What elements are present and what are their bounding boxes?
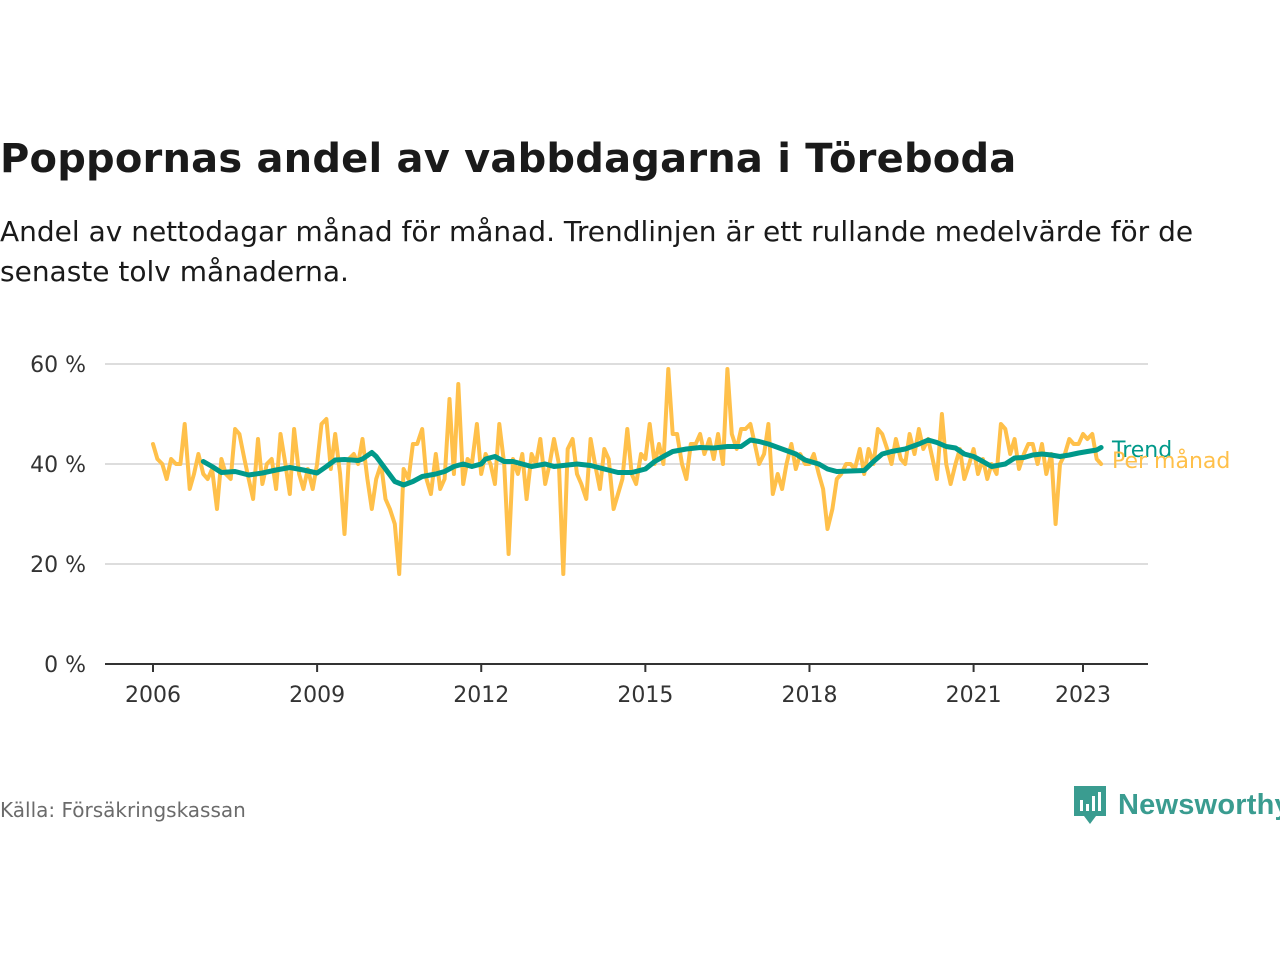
trend-series-label: Trend [1111, 438, 1172, 463]
y-tick-label: 0 % [44, 653, 86, 678]
y-tick-label: 60 % [30, 353, 86, 378]
x-tick-label: 2006 [125, 683, 181, 708]
x-tick-label: 2018 [781, 683, 837, 708]
source-note: Källa: Försäkringskassan [0, 798, 246, 822]
chart-title: Poppornas andel av vabbdagarna i Törebod… [0, 136, 1017, 182]
logo-text: Newsworthy [1118, 788, 1280, 821]
newsworthy-logo: Newsworthy [1072, 784, 1280, 826]
trend-series-line [200, 437, 1104, 488]
x-tick-label: 2023 [1055, 683, 1111, 708]
x-tick-label: 2009 [289, 683, 345, 708]
chart-subtitle: Andel av nettodagar månad för månad. Tre… [0, 215, 1194, 288]
bar-chart-logo-icon [1074, 786, 1106, 824]
x-tick-label: 2015 [617, 683, 673, 708]
y-tick-label: 40 % [30, 453, 86, 478]
x-tick-label: 2012 [453, 683, 509, 708]
y-tick-label: 20 % [30, 553, 86, 578]
monthly-series-line [151, 367, 1104, 576]
axes: 0 % 20 % 40 % 60 % 2006 2009 2012 2015 2018 2021 2… [30, 353, 1148, 708]
line-chart: 0 % 20 % 40 % 60 % 2006 2009 2012 2015 2018 2021 2… [30, 353, 1230, 708]
x-tick-label: 2021 [946, 683, 1002, 708]
monthly-series-label: Per månad [1112, 448, 1230, 474]
series-lines [151, 367, 1104, 576]
